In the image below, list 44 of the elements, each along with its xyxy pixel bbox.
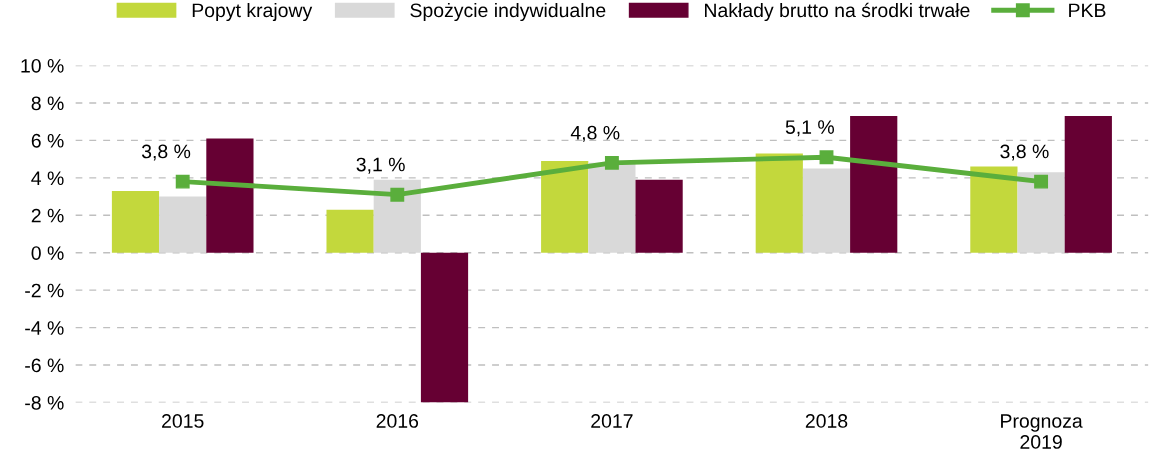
x-tick-label: 2015 xyxy=(162,414,204,428)
bar xyxy=(755,153,803,253)
legend-label: Nakłady brutto na środki trwałe xyxy=(705,2,970,22)
y-tick-label: -6 % xyxy=(25,358,64,373)
y-tick-label: 8 % xyxy=(31,96,64,111)
y-tick-label: 10 % xyxy=(21,58,64,73)
data-label: 4,8 % xyxy=(570,125,620,142)
y-tick-label: 4 % xyxy=(31,171,64,185)
bar xyxy=(1017,172,1065,253)
point xyxy=(1034,174,1049,189)
bar xyxy=(635,179,683,253)
bar xyxy=(373,179,421,253)
legend-label: Popyt krajowy xyxy=(192,2,313,22)
y-tick-label: -4 % xyxy=(25,321,64,335)
bar xyxy=(802,168,851,253)
y-tick-label: 2 % xyxy=(31,208,64,223)
point xyxy=(390,187,405,202)
data-label: 3,8 % xyxy=(141,144,191,161)
bar xyxy=(588,162,636,253)
x-tick-label: Prognoza 2019 xyxy=(1001,414,1083,449)
bar xyxy=(206,138,254,253)
bar xyxy=(326,209,374,253)
y-tick-label: -2 % xyxy=(25,283,64,298)
bar xyxy=(1064,116,1112,253)
x-tick-label: 2018 xyxy=(805,414,848,428)
point xyxy=(604,155,619,170)
y-tick-label: -8 % xyxy=(25,395,64,410)
bar xyxy=(159,196,207,253)
x-tick-label: 2017 xyxy=(591,414,633,428)
bar xyxy=(970,166,1018,253)
bar xyxy=(850,116,898,253)
legend-label: PKB xyxy=(1069,3,1106,18)
point xyxy=(819,150,834,165)
bar xyxy=(420,252,469,403)
data-label: 3,8 % xyxy=(1000,144,1049,161)
x-tick-label: 2016 xyxy=(376,414,419,428)
legend-label: Spożycie indywidualne xyxy=(410,2,606,22)
y-tick-label: 0 % xyxy=(31,246,64,260)
data-label: 3,1 % xyxy=(356,157,405,174)
bar xyxy=(541,160,589,253)
point xyxy=(175,174,190,189)
y-tick-label: 6 % xyxy=(31,133,64,148)
bar xyxy=(111,190,160,253)
data-label: 5,1 % xyxy=(785,120,834,137)
